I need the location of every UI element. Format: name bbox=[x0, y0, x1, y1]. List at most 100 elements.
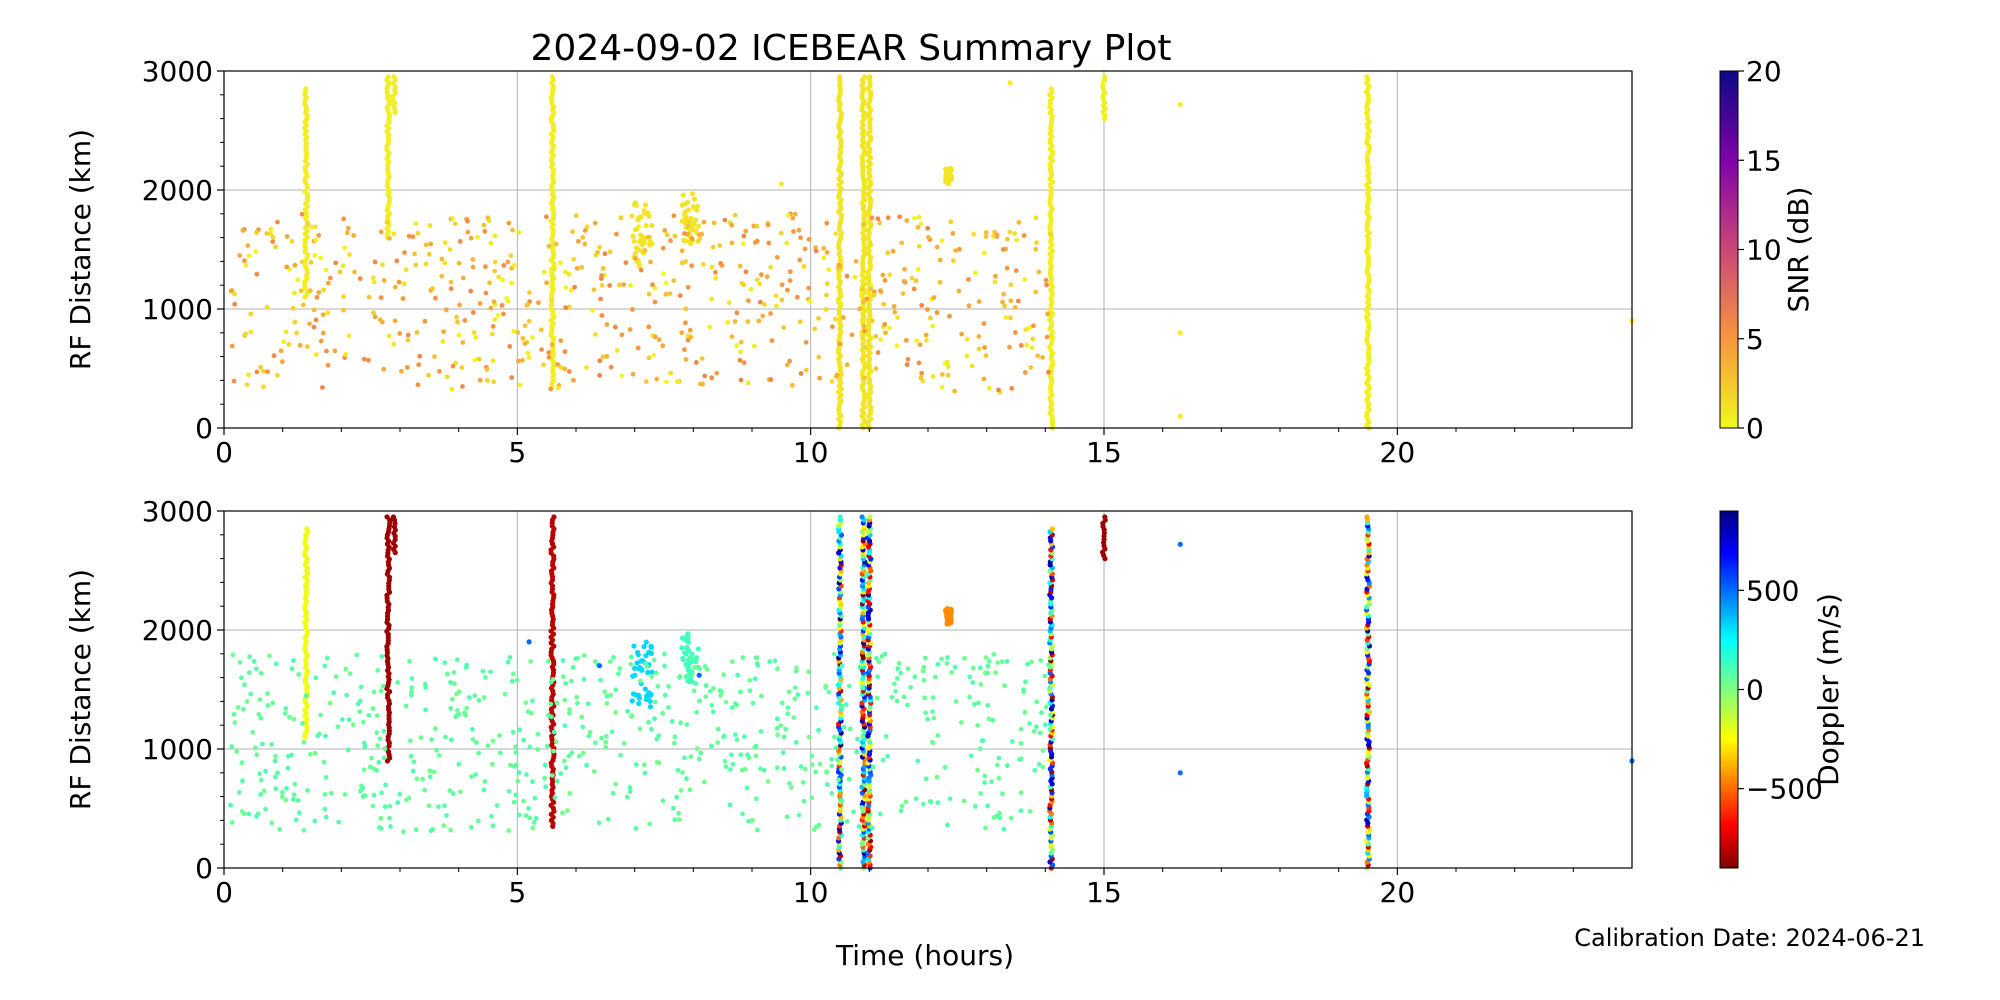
scatter-point bbox=[324, 655, 330, 661]
scatter-point bbox=[916, 214, 922, 220]
scatter-point bbox=[261, 384, 266, 390]
scatter-point bbox=[809, 795, 815, 801]
scatter-point bbox=[333, 260, 339, 266]
scatter-point bbox=[651, 352, 657, 358]
scatter-point bbox=[900, 291, 906, 296]
scatter-point bbox=[525, 350, 531, 356]
scatter-point bbox=[628, 654, 634, 660]
scatter-point bbox=[530, 698, 535, 704]
scatter-point bbox=[582, 228, 588, 233]
scatter-point bbox=[273, 661, 279, 667]
scatter-point bbox=[381, 366, 387, 372]
streak-point bbox=[384, 514, 390, 520]
scatter-point bbox=[451, 669, 457, 675]
scatter-point bbox=[668, 370, 674, 376]
scatter-point bbox=[1007, 344, 1012, 350]
scatter-point bbox=[693, 681, 699, 687]
y-tick-label: 3000 bbox=[142, 495, 213, 528]
scatter-point bbox=[423, 707, 428, 713]
scatter-point bbox=[688, 334, 694, 340]
scatter-point bbox=[316, 731, 322, 737]
streak-point bbox=[837, 514, 843, 520]
scatter-point bbox=[357, 709, 363, 715]
scatter-point bbox=[596, 820, 602, 826]
scatter-point bbox=[854, 749, 860, 755]
scatter-point bbox=[490, 324, 496, 329]
scatter-point bbox=[541, 269, 547, 275]
scatter-point bbox=[741, 734, 747, 740]
scatter-point bbox=[381, 278, 387, 283]
scatter-point bbox=[434, 747, 440, 753]
scatter-point bbox=[740, 811, 745, 817]
scatter-point bbox=[399, 368, 404, 374]
scatter-point bbox=[545, 658, 551, 664]
scatter-point bbox=[671, 805, 676, 811]
scatter-point bbox=[465, 229, 471, 235]
scatter-point bbox=[656, 337, 662, 343]
cluster-point bbox=[641, 240, 647, 246]
scatter-point bbox=[746, 818, 752, 824]
scatter-point bbox=[450, 363, 456, 369]
scatter-point bbox=[897, 214, 903, 220]
scatter-point bbox=[714, 370, 720, 376]
scatter-point bbox=[387, 803, 393, 809]
scatter-point bbox=[521, 798, 527, 804]
y-tick-label: 2000 bbox=[142, 174, 213, 207]
scatter-point bbox=[719, 689, 724, 694]
scatter-point bbox=[366, 357, 371, 363]
scatter-point bbox=[279, 794, 285, 800]
scatter-point bbox=[463, 712, 468, 718]
scatter-point bbox=[378, 815, 384, 821]
scatter-point bbox=[460, 340, 466, 345]
scatter-point bbox=[391, 341, 397, 347]
scatter-point bbox=[729, 222, 735, 228]
scatter-point bbox=[638, 267, 644, 273]
scatter-point bbox=[869, 215, 875, 221]
scatter-point bbox=[554, 778, 560, 784]
scatter-point bbox=[868, 282, 874, 288]
scatter-point bbox=[846, 776, 852, 782]
streak-point bbox=[1048, 86, 1055, 92]
scatter-point bbox=[567, 790, 573, 796]
plot-frame bbox=[223, 510, 1633, 869]
isolated-point bbox=[778, 181, 784, 187]
scatter-point bbox=[986, 385, 992, 391]
scatter-point bbox=[325, 280, 331, 286]
scatter-point bbox=[997, 815, 1003, 821]
scatter-point bbox=[575, 238, 581, 244]
scatter-point bbox=[1009, 385, 1015, 391]
scatter-point bbox=[548, 679, 554, 685]
scatter-point bbox=[539, 347, 544, 353]
scatter-point bbox=[797, 319, 803, 325]
scatter-point bbox=[901, 278, 907, 284]
scatter-point bbox=[976, 333, 982, 339]
scatter-point bbox=[524, 772, 529, 777]
scatter-point bbox=[895, 315, 900, 320]
scatter-point bbox=[263, 806, 268, 812]
scatter-point bbox=[585, 701, 591, 707]
scatter-point bbox=[321, 287, 327, 293]
scatter-point bbox=[950, 230, 956, 236]
scatter-point bbox=[913, 796, 919, 802]
scatter-point bbox=[485, 743, 491, 749]
scatter-point bbox=[248, 329, 254, 335]
scatter-point bbox=[918, 221, 924, 227]
streak-point bbox=[862, 74, 868, 80]
scatter-point bbox=[371, 279, 377, 285]
scatter-point bbox=[1018, 790, 1024, 796]
scatter-point bbox=[382, 746, 388, 752]
colorbar-tick-label: 0 bbox=[1746, 674, 1764, 707]
scatter-point bbox=[1013, 268, 1019, 274]
scatter-point bbox=[487, 280, 492, 286]
scatter-point bbox=[921, 664, 927, 670]
scatter-point bbox=[1037, 730, 1043, 736]
scatter-point bbox=[792, 685, 798, 691]
scatter-point bbox=[745, 380, 751, 386]
scatter-point bbox=[280, 790, 285, 795]
scatter-point bbox=[753, 753, 759, 759]
scatter-point bbox=[768, 311, 773, 316]
scatter-point bbox=[633, 256, 638, 261]
scatter-point bbox=[447, 788, 453, 794]
scatter-point bbox=[826, 689, 832, 695]
scatter-point bbox=[930, 695, 936, 700]
